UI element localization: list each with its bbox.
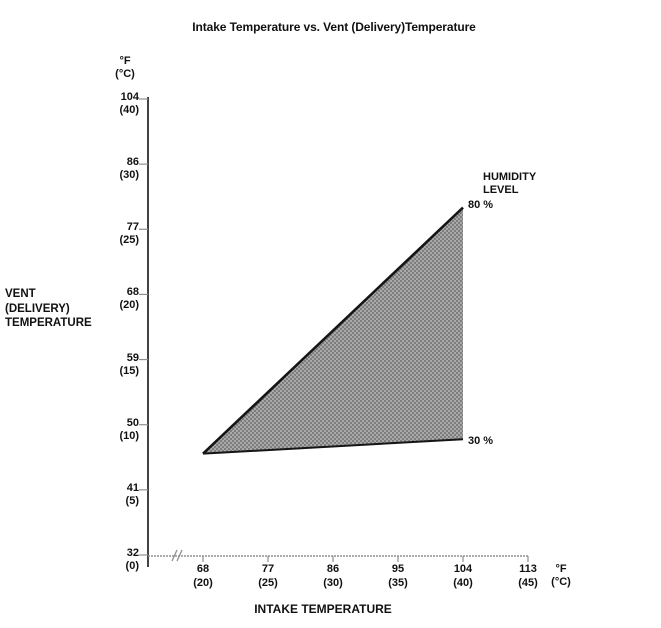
y-tick-label-line: (20) [119,299,139,312]
y-tick-label-line: (0) [125,559,139,572]
legend-title-line: HUMIDITY [483,171,537,183]
y-tick-label-line: (25) [119,234,139,247]
humidity-80-line [202,206,464,455]
y-tick-label-line: 32 [126,546,139,559]
annotation-30-percent: 30 % [468,435,494,447]
y-axis-unit-f: °F [119,55,131,67]
x-tick-label-line: (30) [323,576,343,589]
y-tick-label-line: 50 [126,416,139,429]
legend-title-line: LEVEL [483,183,519,196]
x-tick-label-line: (35) [388,576,408,589]
axis-break-icon [176,549,183,562]
legend-title: HUMIDITY LEVEL [483,171,573,196]
x-tick-label-line: 68 [196,563,210,575]
y-tick-label-line: (30) [119,169,139,182]
x-tick-label: 68 (20) [171,563,235,590]
y-axis-title-line: (DELIVERY) [5,302,70,315]
y-tick-label: 50 (10) [61,417,139,443]
y-tick-label-line: (5) [125,494,139,507]
y-axis-title-line: TEMPERATURE [5,317,92,329]
y-tick-label: 59 (15) [61,352,139,378]
y-tick-label-line: 68 [126,286,139,299]
x-tick-label-line: 77 [261,563,275,575]
y-axis-title-line: VENT [5,288,36,300]
x-axis-title: INTAKE TEMPERATURE [254,602,392,616]
y-tick-label-line: 41 [126,481,139,494]
x-tick-label-line: (20) [193,576,213,589]
x-tick-label-line: (40) [453,576,473,589]
x-tick-label: 86 (30) [301,563,365,590]
axis-break-icon [171,549,178,562]
x-tick-label-line: (45) [518,576,538,589]
y-tick-label-line: (40) [119,104,139,116]
x-tick-label: 77 (25) [236,563,300,590]
x-tick-label-line: 95 [391,563,405,575]
y-tick-label: 86 (30) [61,156,139,182]
x-tick-label-line: 86 [326,563,340,575]
annotation-80-percent: 80 % [468,199,494,211]
x-tick-label-line: 113 [519,563,537,575]
x-tick-label: 95 (35) [366,563,430,590]
y-tick-label: 41 (5) [61,482,139,508]
y-tick-label-line: 86 [126,156,139,169]
x-tick-label: 113 (45) [496,563,560,590]
x-axis-unit-c: (°C) [551,576,571,588]
y-tick-label: 68 (20) [61,286,139,312]
x-axis-unit-f: °F [555,563,567,575]
y-tick-label-line: 104 [120,91,139,103]
y-tick-label-line: (15) [119,364,139,377]
y-axis-unit-c: (°C) [115,68,135,80]
y-tick-label: 104 (40) [61,91,139,117]
humidity-30-line [202,438,464,455]
chart-title: Intake Temperature vs. Vent (Delivery)Te… [192,20,476,34]
x-tick-label-line: 104 [453,563,473,575]
x-tick-label-line: (25) [258,576,278,589]
x-axis-unit-label: °F (°C) [531,563,591,589]
y-axis-unit-label: °F (°C) [95,55,155,81]
y-tick-label-line: 59 [126,351,139,364]
y-tick-label-line: (10) [119,429,139,442]
y-axis-title: VENT (DELIVERY) TEMPERATURE [5,287,125,331]
y-tick-label: 32 (0) [61,547,139,573]
y-tick-label-line: 77 [126,221,139,234]
x-tick-label: 104 (40) [431,563,495,590]
y-tick-label: 77 (25) [61,221,139,247]
